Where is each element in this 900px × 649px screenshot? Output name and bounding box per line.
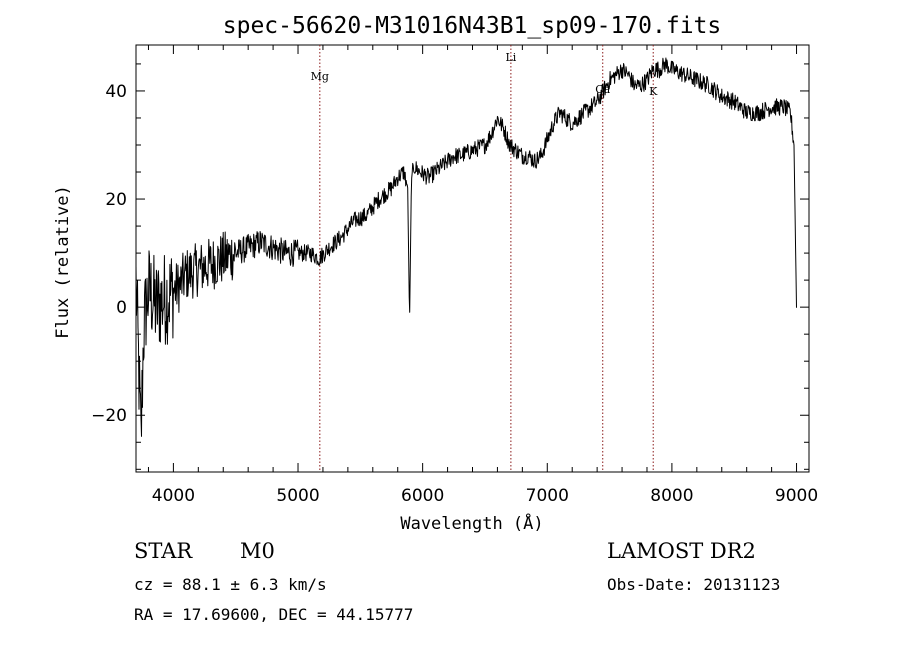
y-tick-label: 40 — [105, 82, 127, 102]
ref-line-label: K — [649, 85, 658, 98]
ref-line-label: Li — [505, 51, 516, 64]
chart-title: spec-56620-M31016N43B1_sp09-170.fits — [223, 13, 722, 39]
obs-date-text: Obs-Date: 20131123 — [607, 575, 780, 594]
y-axis: −20 0 20 40 — [91, 63, 809, 470]
x-tick-label: 9000 — [775, 486, 818, 506]
y-tick-label: −20 — [91, 406, 127, 426]
plot-frame — [135, 44, 810, 473]
x-tick-label: 4000 — [152, 486, 195, 506]
object-subclass: M0 — [240, 539, 275, 563]
x-tick-label: 7000 — [526, 486, 569, 506]
survey-label: LAMOST DR2 — [607, 539, 756, 563]
y-axis-label: Flux (relative) — [53, 185, 73, 339]
coordinates-text: RA = 17.69600, DEC = 44.15777 — [134, 605, 413, 624]
redshift-text: cz = 88.1 ± 6.3 km/s — [134, 575, 327, 594]
series-layer — [135, 57, 797, 437]
plot-border — [135, 44, 810, 473]
y-tick-label: 20 — [105, 190, 127, 210]
ref-line-label: Mg — [311, 70, 329, 83]
x-axis-label: Wavelength (Å) — [400, 512, 543, 534]
x-tick-label: 8000 — [650, 486, 693, 506]
x-axis: 4000 5000 6000 7000 8000 9000 — [147, 45, 818, 506]
y-tick-label: 0 — [116, 298, 127, 318]
spectrum-line — [135, 57, 797, 437]
object-class: STAR — [134, 539, 193, 563]
x-tick-label: 6000 — [401, 486, 444, 506]
x-tick-label: 5000 — [276, 486, 319, 506]
